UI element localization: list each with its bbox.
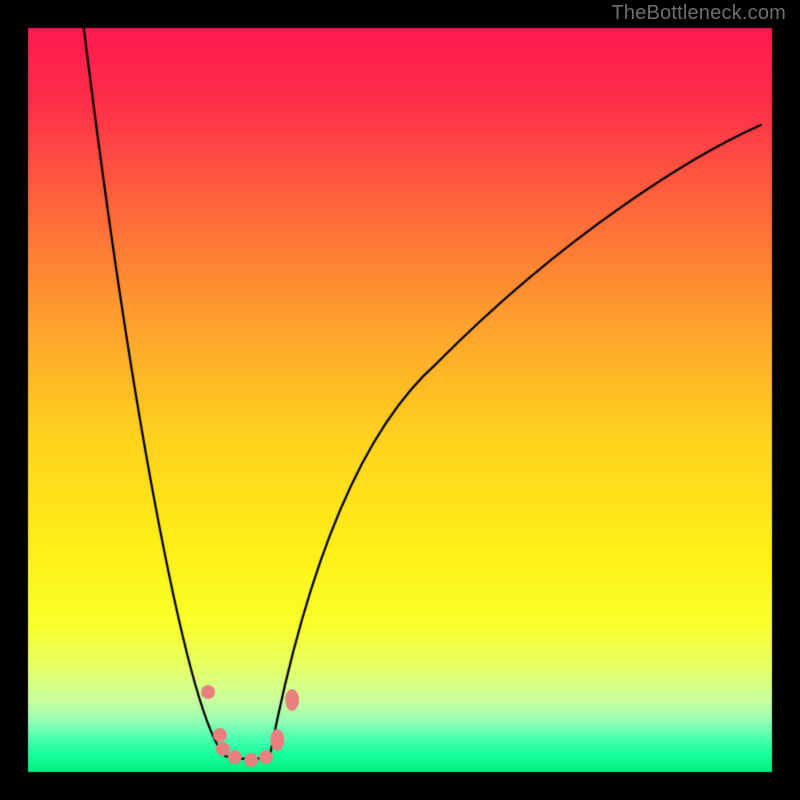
chart-root: TheBottleneck.com <box>0 0 800 800</box>
bottleneck-curve-chart <box>0 0 800 800</box>
watermark-label: TheBottleneck.com <box>611 2 786 25</box>
